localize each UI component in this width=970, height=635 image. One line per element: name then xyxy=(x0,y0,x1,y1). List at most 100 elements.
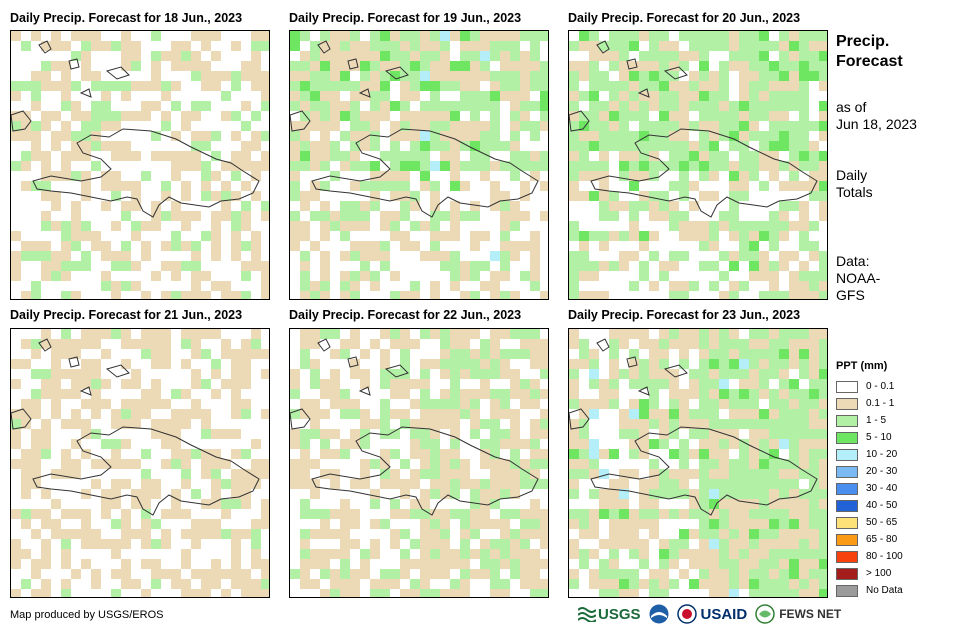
legend-item: > 100 xyxy=(836,565,903,582)
precip-cell xyxy=(480,91,490,101)
precip-cell xyxy=(779,251,789,261)
precip-cell xyxy=(81,141,91,151)
precip-cell xyxy=(191,369,201,379)
precip-cell xyxy=(141,489,151,499)
coastline-outline xyxy=(290,110,311,132)
precip-cell xyxy=(540,31,548,41)
precip-cell xyxy=(400,359,410,369)
precip-cell xyxy=(290,569,300,579)
precip-cell xyxy=(579,111,589,121)
precip-cell xyxy=(719,329,729,339)
precip-cell xyxy=(719,529,729,539)
precip-cell xyxy=(579,251,589,261)
precip-cell xyxy=(490,479,500,489)
precip-cell xyxy=(629,469,639,479)
precip-cell xyxy=(809,459,819,469)
precip-cell xyxy=(579,71,589,81)
precip-cell xyxy=(579,151,589,161)
precip-cell xyxy=(430,31,440,41)
precip-cell xyxy=(500,71,510,81)
precip-cell xyxy=(649,439,659,449)
as-of-label: as of xyxy=(836,99,867,115)
precip-cell xyxy=(111,569,121,579)
precip-cell xyxy=(81,429,91,439)
precip-cell xyxy=(41,121,51,131)
precip-cell xyxy=(769,291,779,299)
precip-cell xyxy=(320,559,330,569)
precip-cell xyxy=(619,409,629,419)
precip-cell xyxy=(450,281,460,291)
precip-cell xyxy=(101,111,111,121)
precip-cell xyxy=(739,459,749,469)
precip-cell xyxy=(41,589,51,597)
precip-cell xyxy=(759,221,769,231)
precip-cell xyxy=(510,241,520,251)
precip-cell xyxy=(121,539,131,549)
precip-cell xyxy=(141,329,151,339)
precip-cell xyxy=(490,121,500,131)
precip-cell xyxy=(61,349,71,359)
precip-cell xyxy=(729,429,739,439)
precip-cell xyxy=(181,181,191,191)
legend-swatch xyxy=(836,448,858,461)
precip-cell xyxy=(221,379,231,389)
precip-cell xyxy=(619,589,629,597)
precip-cell xyxy=(689,499,699,509)
precip-cell xyxy=(669,131,679,141)
precip-cell xyxy=(31,529,41,539)
precip-cell xyxy=(390,131,400,141)
precip-cell xyxy=(151,399,161,409)
precip-cell xyxy=(430,191,440,201)
precip-cell xyxy=(739,389,749,399)
precip-cell xyxy=(500,291,510,299)
precip-cell xyxy=(619,339,629,349)
precip-cell xyxy=(400,201,410,211)
precip-cell xyxy=(709,529,719,539)
precip-cell xyxy=(679,151,689,161)
precip-cell xyxy=(151,339,161,349)
precip-cell xyxy=(340,439,350,449)
precip-cell xyxy=(669,479,679,489)
precip-cell xyxy=(540,81,548,91)
precip-cell xyxy=(81,519,91,529)
precip-cell xyxy=(121,201,131,211)
coastline-outline xyxy=(596,338,610,352)
precip-cell xyxy=(300,499,310,509)
precip-cell xyxy=(719,81,729,91)
precip-cell xyxy=(759,101,769,111)
precip-cell xyxy=(699,161,709,171)
precip-cell xyxy=(440,419,450,429)
precip-cell xyxy=(589,31,599,41)
precip-cell xyxy=(729,41,739,51)
precip-cell xyxy=(530,519,540,529)
precip-cell xyxy=(589,161,599,171)
precip-cell xyxy=(589,171,599,181)
precip-cell xyxy=(251,349,261,359)
precip-cell xyxy=(121,81,131,91)
precip-cell xyxy=(370,191,380,201)
precip-cell xyxy=(420,379,430,389)
precip-cell xyxy=(739,221,749,231)
precip-cell xyxy=(540,339,548,349)
precip-cell xyxy=(729,171,739,181)
precip-cell xyxy=(440,41,450,51)
precip-cell xyxy=(689,509,699,519)
precip-cell xyxy=(500,41,510,51)
precip-cell xyxy=(181,339,191,349)
precip-cell xyxy=(659,569,669,579)
precip-cell xyxy=(111,121,121,131)
precip-cell xyxy=(639,369,649,379)
precip-cell xyxy=(261,469,269,479)
precip-cell xyxy=(430,111,440,121)
precip-cell xyxy=(31,589,41,597)
precip-cell xyxy=(769,81,779,91)
precip-cell xyxy=(709,519,719,529)
precip-cell xyxy=(460,359,470,369)
precip-cell xyxy=(370,81,380,91)
precip-cell xyxy=(11,131,21,141)
precip-cell xyxy=(420,399,430,409)
precip-cell xyxy=(330,449,340,459)
precip-cell xyxy=(629,369,639,379)
precip-cell xyxy=(290,409,300,419)
precip-cell xyxy=(530,399,540,409)
